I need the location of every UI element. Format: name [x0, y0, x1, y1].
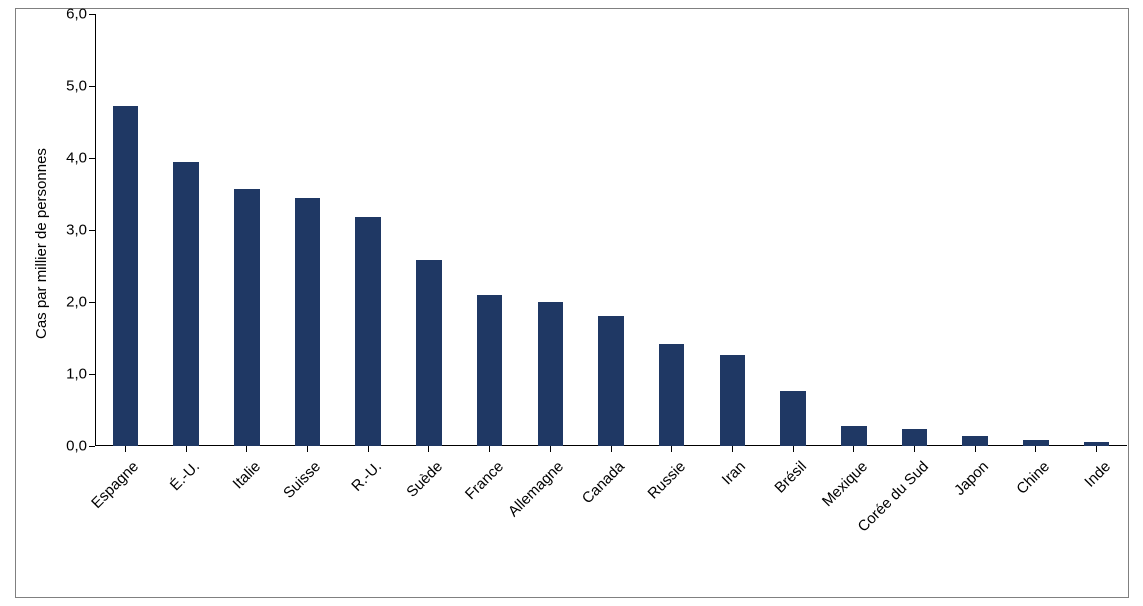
x-tick-mark	[975, 446, 976, 452]
bar	[659, 344, 684, 446]
x-tick-mark	[186, 446, 187, 452]
bar	[538, 302, 563, 446]
bar	[295, 198, 320, 446]
y-tick-label: 2,0	[59, 294, 87, 311]
bar	[477, 295, 502, 446]
bar	[720, 355, 745, 446]
x-tick-mark	[914, 446, 915, 452]
x-tick-mark	[125, 446, 126, 452]
y-tick-label: 1,0	[59, 366, 87, 383]
bar	[598, 316, 623, 446]
y-tick-label: 4,0	[59, 150, 87, 167]
x-tick-mark	[853, 446, 854, 452]
x-tick-mark	[428, 446, 429, 452]
y-tick-label: 5,0	[59, 78, 87, 95]
bar	[113, 106, 138, 446]
y-tick-mark	[89, 374, 95, 375]
bar	[234, 189, 259, 446]
y-tick-mark	[89, 230, 95, 231]
y-tick-mark	[89, 302, 95, 303]
y-tick-label: 6,0	[59, 6, 87, 23]
x-tick-mark	[1035, 446, 1036, 452]
bar	[416, 260, 441, 446]
x-tick-mark	[489, 446, 490, 452]
y-tick-label: 3,0	[59, 222, 87, 239]
x-tick-mark	[671, 446, 672, 452]
y-tick-label: 0,0	[59, 438, 87, 455]
bar	[780, 391, 805, 446]
x-tick-mark	[307, 446, 308, 452]
x-tick-mark	[1096, 446, 1097, 452]
y-tick-mark	[89, 158, 95, 159]
x-tick-mark	[246, 446, 247, 452]
x-tick-mark	[732, 446, 733, 452]
bar	[355, 217, 380, 446]
plot-area	[95, 14, 1127, 446]
chart-container: 0,01,02,03,04,05,06,0EspagneÉ.-U.ItalieS…	[0, 0, 1143, 606]
y-axis-line	[95, 14, 96, 446]
bar	[173, 162, 198, 446]
bar	[962, 436, 987, 446]
y-axis-title: Cas par millier de personnes	[33, 148, 50, 339]
y-tick-mark	[89, 86, 95, 87]
x-tick-mark	[368, 446, 369, 452]
bar	[841, 426, 866, 446]
y-tick-mark	[89, 14, 95, 15]
x-tick-mark	[793, 446, 794, 452]
bar	[902, 429, 927, 446]
x-tick-mark	[550, 446, 551, 452]
x-tick-mark	[611, 446, 612, 452]
y-tick-mark	[89, 446, 95, 447]
